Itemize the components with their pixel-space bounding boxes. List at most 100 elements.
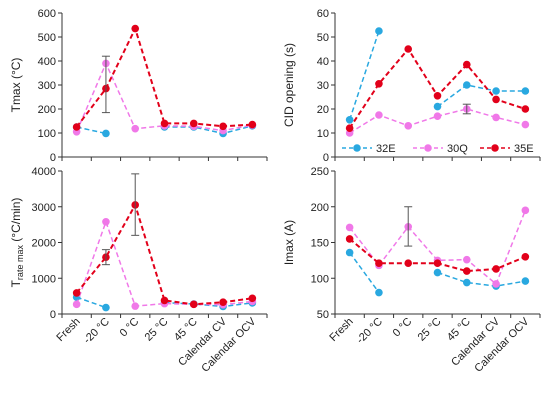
- cid-point-30Q: [404, 122, 413, 130]
- imax-point-35E: [404, 259, 413, 268]
- cid-point-30Q: [492, 113, 500, 122]
- tmax-y-tick-label: 100: [38, 128, 56, 140]
- imax-point-32E: [521, 277, 530, 285]
- legend-marker-32E: [353, 144, 361, 152]
- imax-point-35E: [375, 259, 383, 268]
- imax-x-tick-label: -20 °C: [354, 316, 385, 347]
- tmax-y-tick-label: 600: [38, 8, 56, 20]
- imax-point-30Q: [521, 206, 530, 215]
- cid-y-tick-label: 10: [317, 128, 329, 140]
- cid-y-tick-label: 60: [317, 8, 329, 20]
- tmax-y-tick-label: 0: [50, 152, 56, 164]
- trate-point-35E: [248, 294, 257, 303]
- imax-x-tick-label: Fresh: [327, 316, 355, 344]
- trate-point-35E: [189, 300, 198, 309]
- tmax-point-35E: [189, 119, 198, 128]
- trate-point-30Q: [131, 302, 140, 310]
- cid-point-32E: [375, 27, 383, 35]
- cid-point-35E: [375, 80, 383, 88]
- tmax-point-32E: [102, 129, 110, 138]
- cid-series-32E-line: [437, 84, 526, 108]
- tmax-point-30Q: [131, 124, 140, 133]
- trate-point-35E: [219, 298, 227, 307]
- imax-point-32E: [462, 278, 471, 287]
- tmax-point-35E: [72, 123, 81, 131]
- cid-y-tick-label: 50: [317, 32, 329, 44]
- cid-point-32E: [345, 116, 354, 124]
- cid-y-tick-label: 30: [317, 80, 329, 92]
- trate-point-35E: [160, 296, 169, 305]
- trate-y-tick-label: 1000: [32, 273, 56, 285]
- cid-y-tick-label: 20: [317, 104, 329, 116]
- tmax-y-tick-label: 200: [38, 104, 56, 116]
- tmax-series-32E-line: [164, 125, 253, 135]
- cid-point-35E: [345, 124, 354, 132]
- cid-point-35E: [433, 92, 442, 100]
- trate-y-tick-label: 3000: [32, 202, 56, 214]
- trate-x-tick-label: -20 °C: [81, 316, 112, 347]
- imax-y-tick-label: 150: [311, 238, 329, 250]
- imax-x-tick-label: 25 °C: [416, 316, 444, 344]
- tmax-point-35E: [248, 120, 257, 129]
- tmax-point-35E: [160, 119, 169, 128]
- imax-point-35E: [462, 267, 471, 275]
- cid-point-35E: [404, 45, 413, 53]
- trate-series-30Q-line: [75, 219, 253, 307]
- cid-y-tick-label: 0: [323, 152, 329, 164]
- trate-y-tick-label: 2000: [32, 238, 56, 250]
- imax-point-35E: [492, 265, 500, 273]
- trate-x-tick-label: 0 °C: [118, 316, 142, 340]
- trate-x-tick-label: Fresh: [54, 316, 82, 344]
- imax-y-tick-label: 250: [311, 166, 329, 178]
- imax-point-30Q: [462, 255, 471, 264]
- trate-x-tick-label: 25 °C: [143, 316, 171, 344]
- tmax-y-tick-label: 500: [38, 32, 56, 44]
- cid-point-30Q: [433, 112, 442, 120]
- imax-point-32E: [433, 268, 442, 277]
- trate-series-32E-line: [76, 296, 107, 309]
- tmax-point-35E: [219, 122, 227, 131]
- imax-x-tick-label: 0 °C: [391, 316, 415, 340]
- trate-point-30Q: [72, 300, 81, 309]
- tmax-point-35E: [131, 24, 140, 33]
- imax-point-30Q: [345, 223, 354, 232]
- cid-point-32E: [521, 87, 530, 95]
- trate-y-axis-title: Trate max (°C/min): [9, 198, 25, 288]
- cid-point-32E: [462, 81, 471, 89]
- imax-point-35E: [345, 235, 354, 243]
- tmax-y-tick-label: 400: [38, 56, 56, 68]
- cid-point-35E: [521, 105, 530, 113]
- imax-series-32E-line: [349, 252, 380, 293]
- cid-point-32E: [433, 102, 442, 111]
- trate-point-30Q: [102, 217, 110, 226]
- trate-point-32E: [102, 303, 110, 312]
- imax-point-35E: [521, 252, 530, 261]
- imax-y-tick-label: 200: [311, 202, 329, 214]
- trate-point-35E: [72, 289, 81, 297]
- legend-marker-35E: [491, 144, 499, 152]
- legend-label-30Q: 30Q: [447, 143, 468, 155]
- imax-y-tick-label: 100: [311, 273, 329, 285]
- cid-y-axis-title: CID opening (s): [282, 43, 296, 127]
- legend-marker-30Q: [424, 144, 432, 152]
- imax-point-32E: [345, 248, 354, 257]
- cid-point-32E: [492, 87, 500, 95]
- legend-label-35E: 35E: [514, 143, 534, 155]
- imax-point-35E: [433, 259, 442, 268]
- cid-point-30Q: [375, 111, 383, 119]
- cid-point-35E: [492, 95, 500, 104]
- imax-point-30Q: [492, 280, 500, 288]
- tmax-series-32E-line: [76, 126, 107, 135]
- legend-label-32E: 32E: [376, 143, 396, 155]
- cid-point-30Q: [521, 120, 530, 129]
- imax-y-tick-label: 50: [317, 309, 329, 321]
- imax-series-32E-line: [437, 271, 526, 287]
- trate-y-tick-label: 4000: [32, 166, 56, 178]
- cid-y-tick-label: 40: [317, 56, 329, 68]
- imax-point-32E: [375, 288, 383, 297]
- cid-point-35E: [462, 60, 471, 69]
- imax-y-axis-title: Imax (A): [282, 220, 296, 265]
- trate-y-tick-label: 0: [50, 309, 56, 321]
- tmax-y-axis-title: Tmax (°C): [9, 58, 23, 113]
